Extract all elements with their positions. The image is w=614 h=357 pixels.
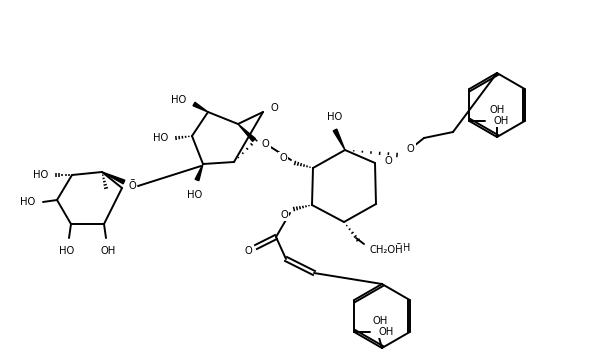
Polygon shape: [333, 129, 345, 150]
Polygon shape: [102, 172, 125, 184]
Text: O: O: [279, 153, 287, 163]
Text: HO: HO: [33, 170, 48, 180]
Text: —OH: —OH: [386, 243, 411, 253]
Text: OH: OH: [493, 116, 508, 126]
Text: O: O: [280, 210, 288, 220]
Text: O: O: [407, 144, 414, 154]
Text: HO: HO: [187, 190, 203, 200]
Text: O: O: [128, 179, 136, 189]
Text: O: O: [128, 181, 136, 191]
Text: CH₂OH: CH₂OH: [370, 245, 403, 255]
Text: HO: HO: [327, 112, 343, 122]
Text: OH: OH: [378, 327, 394, 337]
Polygon shape: [193, 102, 208, 112]
Text: O: O: [244, 246, 252, 256]
Text: HO: HO: [20, 197, 35, 207]
Text: O: O: [262, 139, 270, 149]
Polygon shape: [238, 124, 255, 141]
Text: O: O: [271, 103, 279, 113]
Text: HO: HO: [153, 133, 168, 143]
Text: OH: OH: [489, 105, 505, 115]
Text: OH: OH: [100, 246, 115, 256]
Text: HO: HO: [171, 95, 186, 105]
Text: HO: HO: [60, 246, 75, 256]
Polygon shape: [195, 164, 203, 181]
Text: OH: OH: [372, 316, 387, 326]
Text: O: O: [385, 156, 393, 166]
